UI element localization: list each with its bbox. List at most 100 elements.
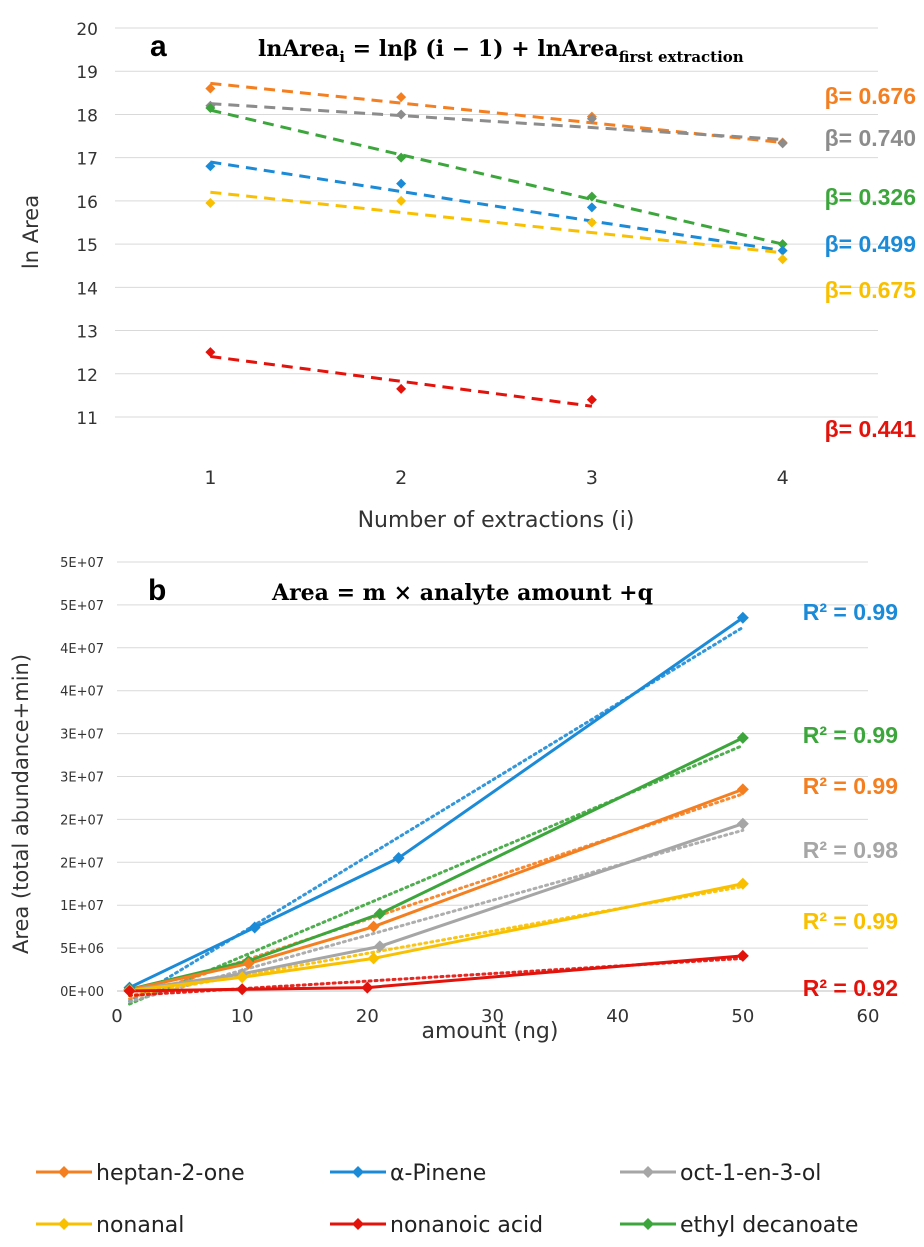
legend-label: α-Pinene [390,1161,486,1186]
legend-item: heptan-2-one [36,1161,245,1186]
panel-a-data-point [586,191,597,202]
panel-a-y-tick: 17 [76,150,98,170]
panel-b-gridlines [117,561,868,992]
panel-b-data-point [736,731,749,744]
panel-a-data-point [777,245,788,256]
panel-b-x-tick: 50 [731,1006,754,1027]
panel-b-x-tick: 30 [481,1006,504,1027]
panel-a-data-point [205,347,216,358]
legend-marker [642,1166,654,1178]
legend-item: α-Pinene [330,1161,486,1186]
panel-a-beta-label: β= 0.676 [825,83,916,109]
panel-b-data-point [373,907,386,920]
panel-a-x-tick-labels: 1 2 3 4 [204,467,788,489]
panel-b-data-point [367,952,380,965]
panel-a-y-tick: 14 [76,279,98,299]
panel-b-data-point [736,949,749,962]
panel-a-data-point [586,394,597,405]
panel-a-data-point [396,178,407,189]
panel-a-beta-label: β= 0.499 [825,231,916,257]
legend-marker [642,1218,654,1230]
panel-b-data-point [736,877,749,890]
panel-b-x-axis-label: amount (ng) [422,1019,559,1044]
equation-lnarea: lnArea [258,36,339,62]
panel-b-y-tick: 5E+06 [60,942,104,957]
panel-b-r2-label: R² = 0.99 [803,908,898,934]
panel-b-trendlines [128,625,745,1006]
panel-b-y-tick: 4E+07 [60,642,104,657]
panel-b-y-axis-label: Area (total abundance+min) [9,654,33,954]
panel-a-y-tick: 16 [76,193,98,213]
panel-a-beta-label: β= 0.740 [825,125,916,151]
panel-b-data-point [736,611,749,624]
panel-a-gridlines [115,27,878,418]
legend-item: ethyl decanoate [620,1213,858,1238]
panel-b-x-tick: 40 [606,1006,629,1027]
panel-a-trendlines [210,81,783,408]
panel-b-data-point [236,971,249,984]
panel-b-data-point [361,981,374,994]
legend-marker [58,1166,70,1178]
panel-b-y-tick: 2E+07 [60,856,104,871]
panel-a-y-tick: 12 [76,366,98,386]
panel-a-data-point [777,254,788,265]
panel-a-data-point [396,383,407,394]
panel-b-data-point [248,921,261,934]
panel-b-y-tick-labels: 0E+00 5E+06 1E+07 2E+07 2E+07 3E+07 3E+07 4E+07… [60,556,104,1000]
panel-b-series-lines [128,616,744,993]
panel-a-x-tick: 1 [204,467,216,489]
panel-a-data-point [777,138,788,149]
panel-a-y-tick: 19 [76,63,98,83]
panel-a-y-axis-label: ln Area [19,195,43,269]
panel-b-equation: Area = m × analyte amount +q [271,580,653,606]
panel-a-beta-label: β= 0.675 [825,277,917,303]
legend-label: heptan-2-one [96,1161,245,1186]
panel-b-y-tick: 1E+07 [60,899,104,914]
legend-item: oct-1-en-3-ol [620,1161,821,1186]
panel-b-data-point [373,940,386,953]
panel-a-beta-label: β= 0.441 [825,416,917,442]
panel-b-r2-label: R² = 0.98 [803,837,898,863]
panel-b-data-points [123,611,749,997]
panel-b-series-line [128,616,744,989]
panel-a-trendline [210,160,783,253]
panel-b-chart: 0E+00 5E+06 1E+07 2E+07 2E+07 3E+07 3E+07 4E+07… [9,556,898,1044]
panel-b-series-line [129,822,744,992]
panel-b-series-line [129,882,744,993]
panel-b-data-point [392,852,405,865]
panel-b-series-line [129,787,744,992]
panel-a-y-tick: 18 [76,106,98,126]
equation-sub-first-extraction: first extraction [619,48,744,66]
panel-a-data-points [205,83,788,405]
panel-b-data-point [736,817,749,830]
panel-b-r2-label: R² = 0.99 [803,722,898,748]
panel-b-series-line [129,736,744,991]
panel-b-r2-label: R² = 0.99 [803,773,898,799]
panel-b-r2-label: R² = 0.99 [803,599,898,625]
panel-a-y-tick: 15 [76,236,98,256]
panel-a-trendline [210,108,783,246]
panel-a-data-point [586,217,597,228]
panel-a-y-tick: 20 [76,20,98,40]
panel-a-data-point [586,113,597,124]
panel-b-x-tick: 10 [231,1006,254,1027]
panel-a-beta-annotations: β= 0.676 β= 0.740 β= 0.326 β= 0.499 β= 0.675… [825,83,917,442]
panel-a-data-point [396,152,407,163]
panel-b-y-tick: 5E+07 [60,556,104,571]
legend-label: nonanal [96,1213,184,1238]
panel-a-trendline [210,355,593,408]
panel-b-data-point [236,983,249,996]
panel-a-x-axis-label: Number of extractions (i) [358,508,635,533]
panel-a-data-point [396,109,407,120]
panel-a-data-point [777,239,788,250]
panel-b-data-point [242,957,255,970]
panel-a-y-tick: 11 [76,409,98,429]
panel-b-y-tick: 2E+07 [60,813,104,828]
equation-middle: = lnβ (i − 1) + lnArea [345,36,619,62]
panel-a-data-point [586,202,597,213]
panel-a-data-point [396,92,407,103]
panel-b-y-tick: 3E+07 [60,728,104,743]
panel-b-letter: b [148,574,166,607]
panel-a-y-tick: 13 [76,323,98,343]
